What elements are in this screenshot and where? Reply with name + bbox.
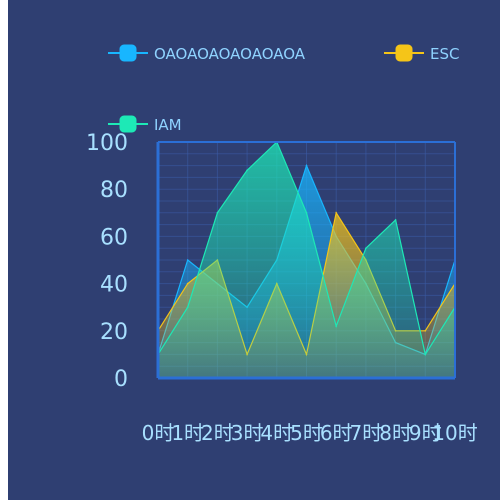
legend-marker <box>119 44 137 62</box>
y-tick-label: 20 <box>100 320 128 345</box>
data-point <box>424 353 427 356</box>
legend[interactable]: OAOAOAOAOAOAOA ESC IAM <box>108 44 459 134</box>
data-point <box>186 282 189 285</box>
data-point <box>305 212 308 214</box>
data-point <box>335 325 338 327</box>
legend-item-3[interactable]: IAM <box>108 115 182 134</box>
data-point <box>186 259 189 261</box>
x-tick-label: 6时 <box>320 421 353 445</box>
y-tick-label: 100 <box>86 131 128 156</box>
legend-label: OAOAOAOAOAOAOA <box>154 45 306 63</box>
x-tick-label: 2时 <box>201 421 234 445</box>
x-tick-label: 4时 <box>260 421 293 445</box>
series-area-3 <box>158 142 455 378</box>
legend-marker <box>395 44 413 62</box>
x-tick-label: 1时 <box>171 421 204 445</box>
data-point <box>424 330 427 332</box>
legend-marker <box>119 115 137 133</box>
legend-label: ESC <box>430 45 459 63</box>
data-point <box>305 164 308 167</box>
data-point <box>186 306 189 309</box>
y-tick-labels: 0 20 40 60 80 100 <box>86 131 128 392</box>
y-tick-label: 60 <box>100 225 128 250</box>
data-point <box>335 212 338 214</box>
legend-label: IAM <box>154 116 182 134</box>
x-tick-label: 9时 <box>409 421 442 445</box>
x-tick-label: 7时 <box>350 421 383 445</box>
data-point <box>394 219 397 221</box>
data-point <box>246 169 248 172</box>
series-layer <box>157 140 456 378</box>
x-tick-label: 10时 <box>432 421 477 445</box>
axes <box>156 141 456 380</box>
y-tick-label: 40 <box>100 273 128 298</box>
legend-item-2[interactable]: ESC <box>384 44 459 63</box>
x-tick-label: 3时 <box>231 421 264 445</box>
data-point <box>365 247 367 249</box>
y-tick-label: 0 <box>114 367 128 392</box>
data-point <box>216 212 219 214</box>
x-tick-label: 0时 <box>142 421 175 445</box>
legend-item-1[interactable]: OAOAOAOAOAOAOA <box>108 44 306 63</box>
x-tick-label: 5时 <box>290 421 323 445</box>
x-tick-label: 8时 <box>379 421 412 445</box>
y-tick-label: 80 <box>100 178 128 203</box>
